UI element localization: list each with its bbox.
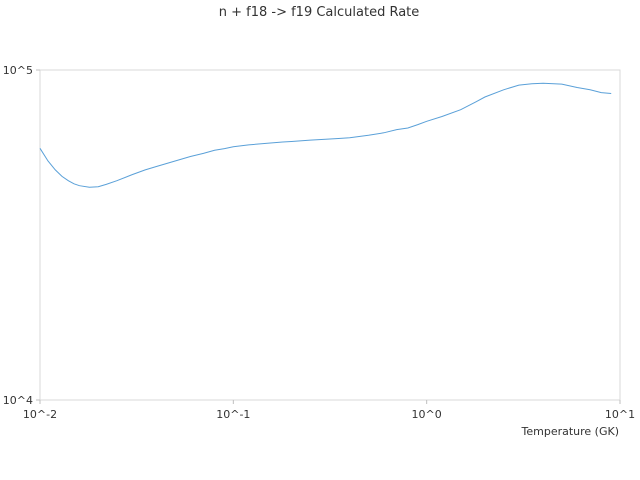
y-axis-ticks: 10^4 10^5 (3, 64, 40, 407)
plot-area (39, 69, 621, 401)
y-tick-label: 10^4 (3, 394, 33, 407)
series-layer (39, 82, 612, 188)
x-axis-label: Temperature (GK) (521, 425, 620, 438)
series-line-0 (39, 82, 612, 188)
y-tick-label: 10^5 (3, 64, 33, 77)
x-tick-label: 10^-1 (216, 408, 250, 421)
x-axis-ticks: 10^-2 10^-1 10^0 10^1 (23, 400, 635, 421)
chart-title: n + f18 -> f19 Calculated Rate (219, 5, 420, 20)
x-tick-label: 10^1 (605, 408, 635, 421)
x-tick-label: 10^-2 (23, 408, 57, 421)
x-tick-label: 10^0 (412, 408, 442, 421)
